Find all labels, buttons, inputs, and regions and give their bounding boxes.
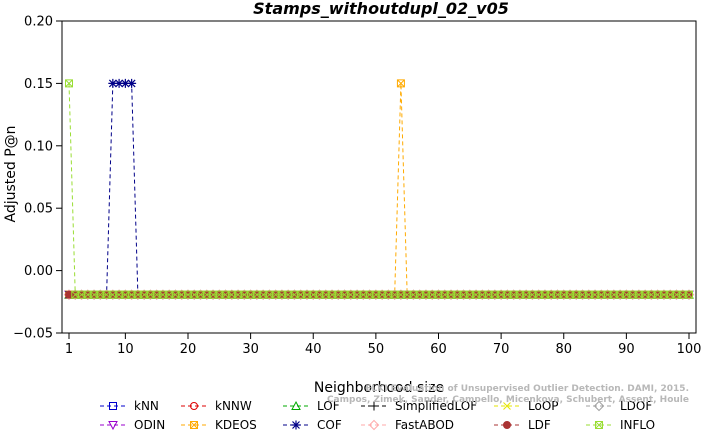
y-tick-label: −0.05 [13,327,53,342]
legend-marker [108,421,118,431]
legend-marker [369,401,379,411]
legend-label: kNNW [215,399,252,413]
legend-label: LOF [317,399,340,413]
x-tick-label: 70 [493,342,510,357]
legend-item-ldf: LDF [494,418,551,432]
legend-marker [503,402,511,410]
y-tick-label: 0.10 [24,139,53,154]
x-tick-label: 20 [180,342,197,357]
watermark-line-1: ELKI Evaluation of Unsupervised Outlier … [365,384,689,394]
y-tick-label: 0.05 [24,202,53,217]
legend-item-odin: ODIN [100,418,165,432]
legend-marker [190,421,198,429]
data-point [127,78,137,88]
x-tick-label: 90 [618,342,635,357]
series-line [69,82,689,296]
chart-title: Stamps_withoutdupl_02_v05 [253,0,509,18]
series-kdeos [65,79,693,299]
legend-item-kdeos: KDEOS [181,418,257,432]
plot-series [63,78,695,300]
legend-label: ODIN [134,418,165,432]
x-tick-label: 100 [677,342,702,357]
legend-item-inflo: INFLO [586,418,655,432]
x-tick-label: 50 [368,342,385,357]
legend-label: LoOP [528,399,559,413]
legend-item-fastabod: FastABOD [361,418,454,432]
legend-marker [291,420,301,430]
series-inflo [65,79,693,299]
legend-item-loop: LoOP [494,399,559,413]
legend-label: COF [317,418,342,432]
legend-item-knn: kNN [100,399,159,413]
legend-marker [593,400,605,412]
legend-label: INFLO [620,418,655,432]
legend-item-knnw: kNNW [181,399,252,413]
data-point [65,79,73,88]
legend-label: FastABOD [395,418,454,432]
legend-label: LDF [528,418,551,432]
data-point [396,79,405,88]
data-point [120,78,130,88]
y-tick-label: 0.15 [24,77,53,92]
legend-marker [595,421,603,429]
x-tick-label: 40 [305,342,322,357]
legend-label: LDOF [620,399,652,413]
legend-item-cof: COF [283,418,342,432]
legend-marker [190,402,198,410]
legend-label: KDEOS [215,418,257,432]
legend-item-simplifiedlof: SimplifiedLOF [361,399,477,413]
x-tick-label: 30 [242,342,259,357]
data-point [108,78,118,88]
legend-marker [109,402,117,410]
series-line [68,83,689,296]
y-tick-label: 0.00 [24,264,53,279]
legend-marker [291,400,301,410]
series-cof [64,78,694,300]
axes: 1 10 20 30 40 50 60 70 80 90 100 −0.05 0.00 0.05 0.10 0… [13,15,701,358]
x-tick-label: 1 [65,342,73,357]
data-point [114,78,124,88]
legend-item-ldof: LDOF [586,399,652,413]
legend-marker [368,419,380,431]
x-tick-label: 60 [430,342,447,357]
y-axis-label: Adjusted P@n [3,125,19,222]
legend: kNN kNNW LOF SimplifiedLOF LoOP LDOF ODIN KDEOS… [100,399,655,432]
legend-label: kNN [134,399,159,413]
y-tick-label: 0.20 [24,15,53,30]
legend-label: SimplifiedLOF [395,399,477,413]
x-tick-label: 80 [555,342,572,357]
legend-marker [503,421,511,429]
watermark-line-2: Campos, Zimek, Sander, Campello, Micenko… [327,395,689,405]
x-tick-label: 10 [117,342,134,357]
x-axis-label: Neighborhood size [314,380,444,396]
legend-item-lof: LOF [283,399,340,413]
data-point [685,290,693,299]
series-line [69,83,689,296]
plot-area-frame [61,20,697,334]
